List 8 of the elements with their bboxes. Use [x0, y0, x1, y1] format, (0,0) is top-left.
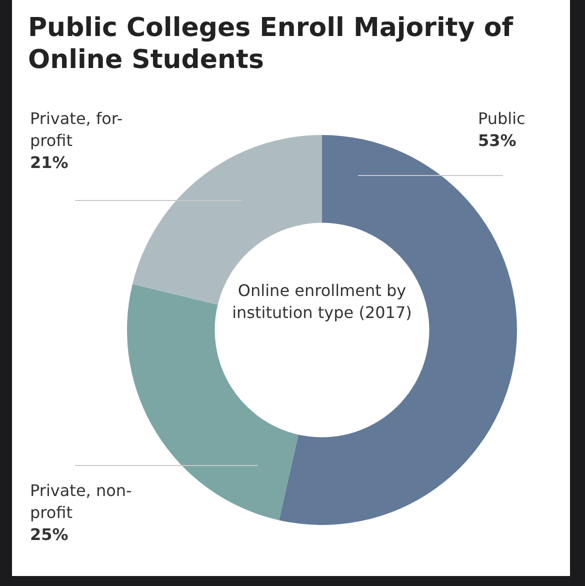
- text: Online enrollment by institution type (2017): [232, 280, 412, 324]
- chart-title: Public Colleges Enroll Majority of Online Students: [28, 12, 514, 76]
- data-label: 53%: [478, 130, 518, 152]
- slice-label: Private, non-profit: [30, 481, 132, 522]
- slice-label: Private, for-profit: [30, 109, 123, 150]
- slice-label: Public: [478, 109, 526, 128]
- data-label: 25%: [30, 524, 70, 546]
- data-label: 21%: [30, 152, 70, 174]
